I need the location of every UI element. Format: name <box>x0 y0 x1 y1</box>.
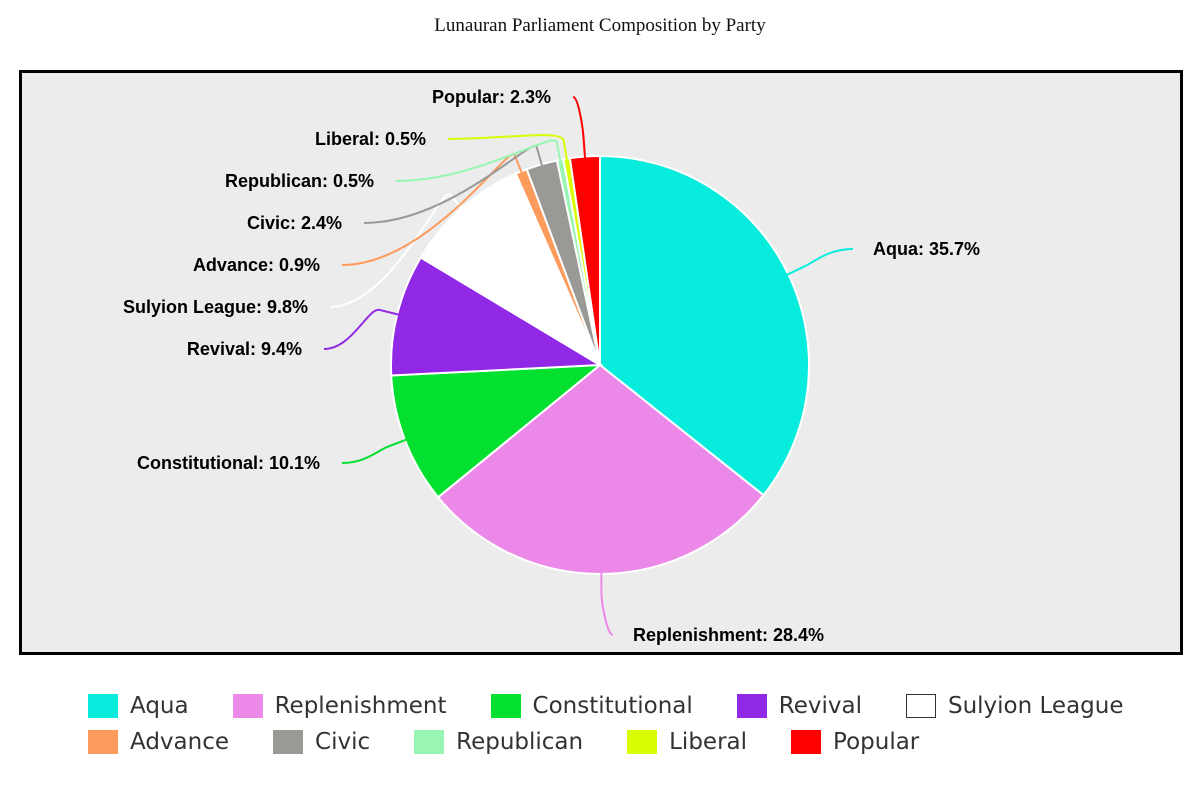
legend-item-liberal[interactable]: Liberal <box>627 729 747 755</box>
leader-line-popular <box>572 96 587 159</box>
legend-item-republican[interactable]: Republican <box>414 729 583 755</box>
legend-swatch-popular <box>791 730 822 754</box>
slice-label-popular: Popular: 2.3% <box>432 87 551 107</box>
legend-label-sulyion-league: Sulyion League <box>947 693 1124 719</box>
slice-label-republican: Republican: 0.5% <box>225 171 374 191</box>
slice-label-constitutional: Constitutional: 10.1% <box>137 453 320 473</box>
leader-line-revival <box>323 308 400 350</box>
legend-item-civic[interactable]: Civic <box>273 729 370 755</box>
leader-line-republican <box>395 139 562 182</box>
legend-label-replenishment: Replenishment <box>274 693 447 719</box>
slice-label-civic: Civic: 2.4% <box>247 213 342 233</box>
slice-label-advance: Advance: 0.9% <box>193 255 320 275</box>
legend-item-revival[interactable]: Revival <box>736 693 862 719</box>
legend-swatch-liberal <box>627 730 658 754</box>
legend-item-sulyion-league[interactable]: Sulyion League <box>905 693 1124 719</box>
legend-label-aqua: Aqua <box>130 693 189 719</box>
legend-row: Advance Civic Republican Liberal Popular <box>88 724 1188 760</box>
legend: Aqua Replenishment Constitutional Revival Su… <box>88 688 1188 760</box>
legend-row: Aqua Replenishment Constitutional Revival Su… <box>88 688 1188 724</box>
slice-label-sulyion-league: Sulyion League: 9.8% <box>123 297 308 317</box>
legend-item-constitutional[interactable]: Constitutional <box>490 693 693 719</box>
legend-label-revival: Revival <box>778 693 862 719</box>
legend-label-advance: Advance <box>130 729 230 755</box>
legend-swatch-constitutional <box>490 694 521 718</box>
legend-label-constitutional: Constitutional <box>532 693 693 719</box>
pie-chart: Aqua: 35.7% Replenishment: 28.4% Constitut… <box>123 87 980 645</box>
legend-swatch-aqua <box>88 694 118 718</box>
leader-line-replenishment <box>600 571 614 636</box>
legend-swatch-sulyion-league <box>905 694 936 718</box>
legend-item-aqua[interactable]: Aqua <box>88 693 189 719</box>
chart-title: Lunauran Parliament Composition by Party <box>434 15 766 36</box>
legend-label-civic: Civic <box>315 729 371 755</box>
legend-swatch-replenishment <box>232 694 263 718</box>
legend-label-republican: Republican <box>456 729 584 755</box>
legend-item-popular[interactable]: Popular <box>791 729 919 755</box>
slice-label-replenishment: Replenishment: 28.4% <box>633 625 824 645</box>
legend-label-liberal: Liberal <box>669 729 748 755</box>
legend-swatch-civic <box>273 730 304 754</box>
legend-swatch-revival <box>736 694 767 718</box>
leader-line-constitutional <box>341 438 408 464</box>
legend-label-popular: Popular <box>833 729 920 755</box>
slice-label-revival: Revival: 9.4% <box>187 339 302 359</box>
legend-item-advance[interactable]: Advance <box>88 729 229 755</box>
slice-label-liberal: Liberal: 0.5% <box>315 129 426 149</box>
legend-item-replenishment[interactable]: Replenishment <box>232 693 447 719</box>
leader-line-aqua <box>786 248 854 277</box>
legend-swatch-republican <box>414 730 445 754</box>
legend-swatch-advance <box>88 730 118 754</box>
slice-label-aqua: Aqua: 35.7% <box>873 239 980 259</box>
leader-line-liberal <box>447 134 568 161</box>
plot-area: Aqua: 35.7% Replenishment: 28.4% Constitut… <box>19 70 1183 655</box>
